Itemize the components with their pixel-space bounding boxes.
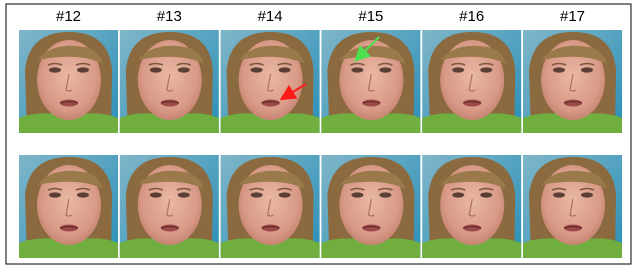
frame-label: #15 [358, 8, 383, 25]
reconstructed-frame-image [120, 155, 219, 258]
frame-image [19, 30, 118, 133]
figure: #12 #13 #14 #15 #16 #17 [0, 0, 637, 268]
frame-image [120, 30, 219, 133]
frame-image [221, 30, 320, 133]
page: #12#13#14#15#16#17 (() => { const data =… [0, 0, 637, 268]
reconstructed-frame-image [19, 155, 118, 258]
frame-label: #14 [258, 8, 283, 25]
frame-label: #16 [459, 8, 484, 25]
reconstructed-frame-image [321, 155, 420, 258]
frame-image [422, 30, 521, 133]
frame-image [523, 30, 622, 133]
frame-label: #17 [560, 8, 585, 25]
frame-label: #12 [56, 8, 81, 25]
frame-grid [19, 30, 622, 258]
reconstructed-frame-image [221, 155, 320, 258]
reconstructed-frame-image [523, 155, 622, 258]
frame-label: #13 [157, 8, 182, 25]
reconstructed-frame-image [422, 155, 521, 258]
